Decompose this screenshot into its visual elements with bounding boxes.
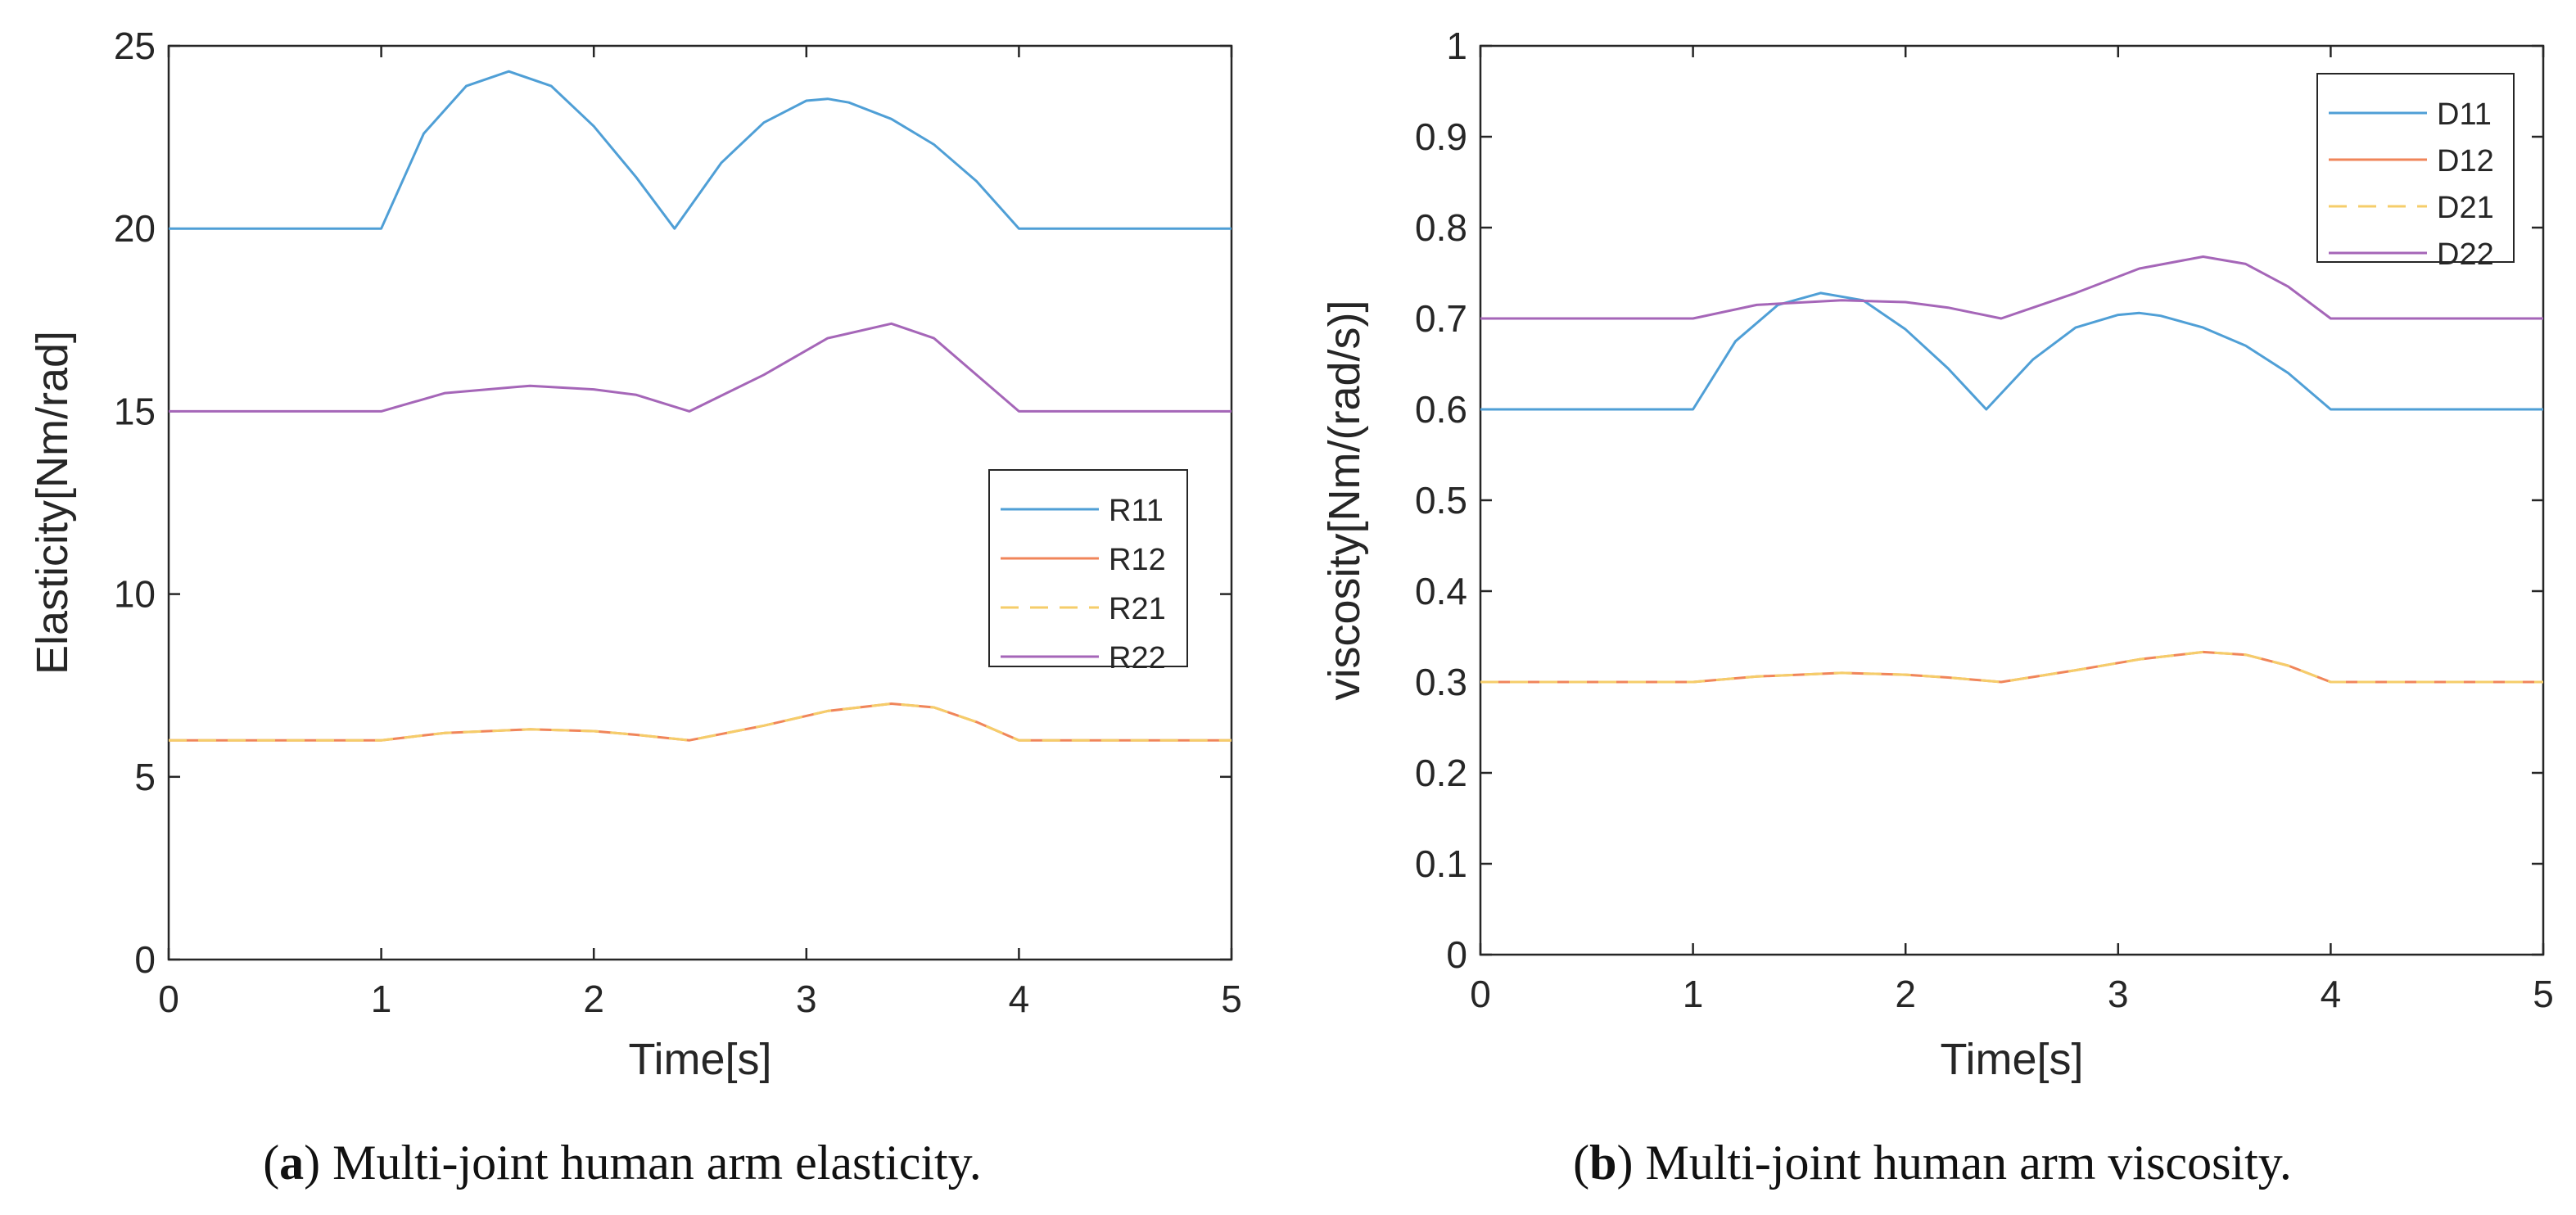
y-tick-label: 25 [114, 25, 156, 67]
legend-items-a: R11 R12 R21 R22 [1001, 494, 1166, 675]
chart-panel-b: 0 0.1 0.2 0.3 0.4 0.5 0.6 0.7 0.8 0.9 1 0 1 2 3 4 5 Tim… [1320, 25, 2554, 1084]
series-line-r21 [169, 702, 1232, 742]
x-tick-label: 4 [2321, 973, 2342, 1015]
chart-panel-a: 0 5 10 15 20 25 0 1 2 3 4 5 Time[s] Elasticity[Nm/… [28, 25, 1242, 1084]
legend-label-d21: D21 [2437, 191, 2494, 225]
legend-label-d11: D11 [2437, 97, 2492, 132]
caption-b: (b) Multi-joint human arm viscosity. [1573, 1136, 2292, 1190]
x-tick-label: 2 [1895, 973, 1916, 1015]
y-tick-label: 0.7 [1415, 297, 1467, 340]
legend-box-a [988, 469, 1188, 667]
x-tick-label: 5 [2533, 973, 2554, 1015]
series-group-a [169, 70, 1232, 742]
y-tick-label: 15 [114, 390, 156, 432]
y-axis-label-b: viscosity[Nm/(rad/s)] [1320, 300, 1369, 700]
legend-label-r11: R11 [1109, 494, 1164, 528]
caption-letter-a: a [279, 1136, 304, 1190]
x-tick-label: 0 [1470, 973, 1491, 1015]
y-tick-label: 0.5 [1415, 479, 1467, 522]
x-tick-label: 3 [796, 978, 817, 1020]
legend-label-d22: D22 [2437, 237, 2494, 272]
y-tick-label: 10 [114, 573, 156, 616]
x-axis-label-a: Time[s] [629, 1035, 772, 1084]
legend-label-r21: R21 [1109, 592, 1166, 626]
y-tick-label: 0.1 [1415, 842, 1467, 885]
x-ticks-a: 0 1 2 3 4 5 [158, 46, 1242, 1020]
series-line-d22 [1480, 255, 2543, 320]
y-axis-label-a: Elasticity[Nm/rad] [28, 331, 77, 675]
y-tick-label: 5 [134, 756, 156, 798]
y-tick-label: 0.6 [1415, 388, 1467, 431]
y-tick-label: 0.8 [1415, 206, 1467, 249]
y-tick-label: 1 [1446, 25, 1467, 67]
series-group-b [1480, 255, 2543, 684]
x-tick-label: 1 [1683, 973, 1704, 1015]
legend-box-b [2316, 73, 2515, 263]
x-tick-label: 5 [1221, 978, 1242, 1020]
caption-text-a: Multi-joint human arm elasticity. [332, 1136, 982, 1190]
x-tick-label: 2 [583, 978, 604, 1020]
caption-a: (a) Multi-joint human arm elasticity. [263, 1136, 982, 1190]
y-tick-label: 0.2 [1415, 752, 1467, 794]
x-tick-label: 1 [371, 978, 392, 1020]
series-line-d21 [1480, 650, 2543, 684]
x-ticks-b: 0 1 2 3 4 5 [1470, 46, 2554, 1015]
y-tick-label: 20 [114, 207, 156, 250]
x-axis-label-b: Time[s] [1941, 1035, 2084, 1084]
series-line-r11 [169, 70, 1232, 230]
y-tick-label: 0 [1446, 933, 1467, 976]
y-tick-label: 0 [134, 938, 156, 981]
legend-label-r12: R12 [1109, 543, 1166, 577]
legend-label-r22: R22 [1109, 641, 1166, 675]
y-tick-label: 0.3 [1415, 661, 1467, 703]
caption-text-b: Multi-joint human arm viscosity. [1645, 1136, 2291, 1190]
x-tick-label: 0 [158, 978, 179, 1020]
y-ticks-b: 0 0.1 0.2 0.3 0.4 0.5 0.6 0.7 0.8 0.9 1 [1415, 25, 2543, 976]
y-tick-label: 0.9 [1415, 115, 1467, 158]
legend-a: R11 R12 R21 R22 [988, 469, 1188, 675]
caption-letter-b: b [1589, 1136, 1616, 1190]
series-line-r22 [169, 322, 1232, 413]
legend-b: D11 D12 D21 D22 [2316, 73, 2515, 272]
legend-items-b: D11 D12 D21 D22 [2329, 97, 2494, 272]
x-tick-label: 4 [1009, 978, 1030, 1020]
y-tick-label: 0.4 [1415, 570, 1467, 612]
legend-label-d12: D12 [2437, 144, 2494, 178]
x-tick-label: 3 [2108, 973, 2129, 1015]
